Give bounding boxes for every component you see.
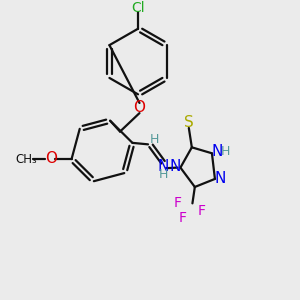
Text: N: N [157,159,169,174]
Text: H: H [150,133,159,146]
Text: Cl: Cl [131,2,145,16]
Text: N: N [214,171,226,186]
Text: H: H [158,168,168,181]
Text: F: F [179,211,187,225]
Text: N: N [169,159,181,174]
Text: O: O [45,151,57,166]
Text: O: O [134,100,146,115]
Text: N: N [211,144,222,159]
Text: CH₃: CH₃ [16,153,38,166]
Text: F: F [173,196,181,210]
Text: F: F [198,204,206,218]
Text: H: H [220,145,230,158]
Text: S: S [184,115,194,130]
